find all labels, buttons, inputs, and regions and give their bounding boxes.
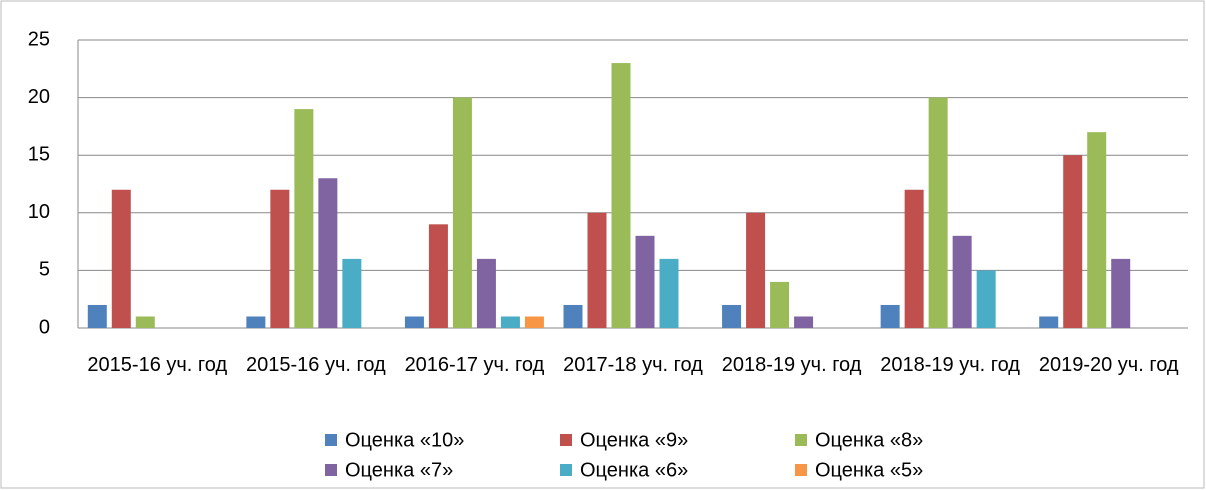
bar (270, 189, 290, 328)
y-tick-label: 20 (28, 86, 50, 108)
y-tick-label: 25 (28, 28, 50, 50)
bar (563, 304, 583, 328)
x-tick-label: 2016-17 уч. год (404, 354, 545, 376)
x-tick-label: 2015-16 уч. год (245, 354, 386, 376)
bar (746, 212, 766, 328)
bar (880, 304, 900, 328)
bar (794, 316, 814, 328)
bar (952, 235, 972, 328)
bar (976, 270, 996, 328)
legend-swatch (325, 434, 337, 446)
bar (1087, 132, 1107, 328)
bar (1063, 155, 1083, 328)
bar (635, 235, 655, 328)
bar (135, 316, 155, 328)
legend-swatch (560, 464, 572, 476)
bar (294, 109, 314, 329)
bar (342, 258, 362, 328)
bar (524, 316, 544, 328)
bar (1111, 258, 1131, 328)
legend-label: Оценка «10» (345, 429, 464, 451)
bar (928, 97, 948, 328)
legend-label: Оценка «8» (815, 429, 923, 451)
legend-label: Оценка «5» (815, 459, 923, 481)
bar (1039, 316, 1059, 328)
y-tick-label: 10 (28, 201, 50, 223)
bar (111, 189, 131, 328)
bar (722, 304, 742, 328)
bar (770, 281, 790, 328)
y-tick-label: 0 (39, 316, 50, 338)
bar (404, 316, 424, 328)
bar (318, 178, 338, 328)
legend-swatch (795, 464, 807, 476)
y-tick-label: 5 (39, 259, 50, 281)
legend-swatch (560, 434, 572, 446)
bar (500, 316, 520, 328)
legend-swatch (795, 434, 807, 446)
bar (904, 189, 924, 328)
legend-label: Оценка «6» (580, 459, 688, 481)
bar (428, 224, 448, 328)
x-tick-label: 2019-20 уч. год (1038, 354, 1179, 376)
bar (87, 304, 107, 328)
legend-label: Оценка «9» (580, 429, 688, 451)
legend-swatch (325, 464, 337, 476)
x-tick-label: 2015-16 уч. год (87, 354, 228, 376)
bar (611, 63, 631, 328)
bar (659, 258, 679, 328)
bar (587, 212, 607, 328)
x-tick-label: 2018-19 уч. год (880, 354, 1020, 376)
x-tick-label: 2018-19 уч. год (721, 354, 862, 376)
x-tick-label: 2017-18 уч. год (563, 354, 703, 376)
bar (246, 316, 266, 328)
bar (476, 258, 496, 328)
legend-label: Оценка «7» (345, 459, 453, 481)
y-tick-label: 15 (28, 143, 50, 165)
bar (452, 97, 472, 328)
